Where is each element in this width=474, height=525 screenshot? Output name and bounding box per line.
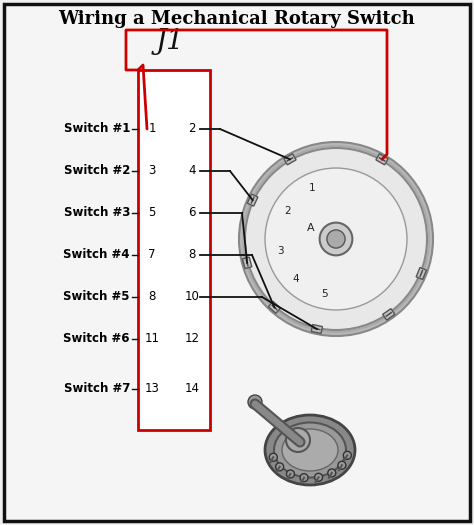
- Circle shape: [328, 469, 336, 477]
- Ellipse shape: [274, 423, 346, 478]
- Circle shape: [286, 470, 294, 478]
- Text: 8: 8: [148, 290, 155, 303]
- Circle shape: [338, 461, 346, 469]
- Ellipse shape: [282, 429, 338, 471]
- Text: J1: J1: [155, 28, 184, 55]
- Text: 7: 7: [148, 248, 156, 261]
- Text: 8: 8: [188, 248, 196, 261]
- Bar: [311, 324, 322, 333]
- Circle shape: [276, 463, 283, 471]
- Circle shape: [269, 453, 277, 461]
- Text: 4: 4: [188, 164, 196, 177]
- Circle shape: [239, 142, 433, 336]
- Text: 12: 12: [184, 332, 200, 345]
- Circle shape: [343, 452, 351, 459]
- Text: 3: 3: [277, 246, 284, 256]
- Bar: [376, 154, 388, 165]
- Bar: [268, 301, 281, 313]
- Text: Switch #4: Switch #4: [64, 248, 130, 261]
- Circle shape: [245, 148, 427, 330]
- Text: Switch #2: Switch #2: [64, 164, 130, 177]
- Text: 1: 1: [148, 122, 156, 135]
- Ellipse shape: [265, 415, 355, 485]
- Bar: [416, 268, 427, 279]
- Circle shape: [327, 230, 345, 248]
- Text: 2: 2: [188, 122, 196, 135]
- Text: 3: 3: [148, 164, 155, 177]
- Text: A: A: [307, 223, 314, 233]
- Text: 13: 13: [145, 383, 159, 395]
- Text: Switch #5: Switch #5: [64, 290, 130, 303]
- Text: 2: 2: [284, 206, 291, 216]
- Circle shape: [319, 223, 352, 255]
- Text: Switch #6: Switch #6: [64, 332, 130, 345]
- Circle shape: [300, 474, 308, 481]
- Text: 6: 6: [188, 206, 196, 219]
- Bar: [284, 154, 296, 165]
- Text: Switch #1: Switch #1: [64, 122, 130, 135]
- Bar: [247, 194, 258, 206]
- Text: 5: 5: [321, 289, 328, 299]
- Text: 5: 5: [148, 206, 155, 219]
- Circle shape: [315, 473, 322, 481]
- Circle shape: [243, 146, 429, 332]
- Text: 4: 4: [293, 274, 300, 284]
- Circle shape: [286, 428, 310, 452]
- Text: 1: 1: [309, 183, 316, 193]
- Text: 14: 14: [184, 383, 200, 395]
- Circle shape: [265, 168, 407, 310]
- Text: Switch #3: Switch #3: [64, 206, 130, 219]
- Text: Wiring a Mechanical Rotary Switch: Wiring a Mechanical Rotary Switch: [59, 10, 415, 28]
- Bar: [383, 309, 395, 320]
- Text: 11: 11: [145, 332, 159, 345]
- Text: Switch #7: Switch #7: [64, 383, 130, 395]
- Circle shape: [248, 395, 262, 409]
- Text: 10: 10: [184, 290, 200, 303]
- Bar: [243, 257, 252, 269]
- Bar: [138, 70, 210, 430]
